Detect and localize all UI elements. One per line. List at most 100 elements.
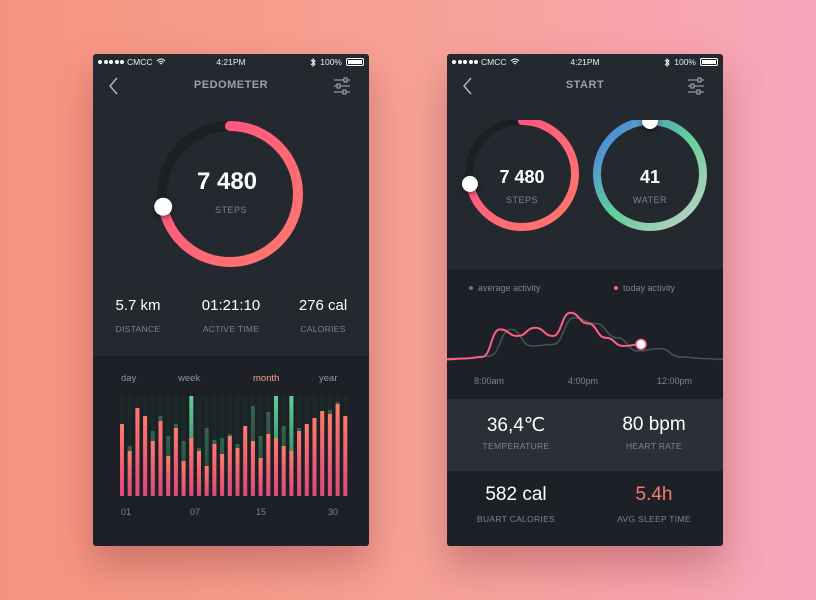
pedometer-screen: CMCC 4:21PM 100% PEDOMETER 7 480 STEPS 5… [93, 54, 369, 546]
bar[interactable] [297, 431, 302, 496]
bar-highlight [204, 428, 209, 496]
bar[interactable] [204, 466, 209, 496]
bar[interactable] [235, 448, 240, 496]
battery-percent: 100% [674, 57, 696, 67]
page-title: PEDOMETER [193, 79, 269, 91]
bar[interactable] [281, 446, 286, 496]
wifi-icon [156, 58, 165, 65]
water-value: 41 [639, 167, 661, 187]
carrier: CMCC [127, 57, 153, 67]
carrier: CMCC [481, 57, 507, 67]
steps-label: STEPS [214, 205, 247, 215]
legend-average-label: average activity [478, 283, 541, 293]
calories-label: CALORIES [300, 324, 346, 334]
filter-settings-button[interactable] [687, 76, 705, 96]
start-screen: CMCC 4:21PM 100% START [447, 54, 723, 546]
filter-settings-button[interactable] [333, 76, 351, 96]
monthly-steps-bar-chart [120, 396, 348, 496]
bluetooth-icon [664, 57, 670, 67]
legend-dot-today [614, 286, 618, 290]
summary-rings [461, 120, 707, 231]
energy-panel: 582 cal BUART CALORIES 5.4h AVG SLEEP TI… [447, 471, 723, 546]
today-current-point[interactable] [635, 338, 647, 351]
water-label: WATER [633, 195, 667, 205]
bar[interactable] [258, 458, 263, 496]
calories-label: BUART CALORIES [476, 514, 556, 524]
status-time: 4:21PM [216, 57, 246, 67]
bar[interactable] [197, 451, 201, 496]
page-title: START [565, 79, 605, 91]
bar[interactable] [274, 438, 278, 496]
wifi-icon [510, 58, 519, 65]
bar[interactable] [189, 438, 194, 496]
bar[interactable] [243, 426, 248, 496]
tab-week[interactable]: week [178, 373, 201, 384]
heart-rate-label: HEART RATE [626, 441, 682, 451]
signal-icon [452, 60, 478, 64]
legend-today: today activity [614, 283, 675, 293]
bar[interactable] [212, 444, 217, 496]
back-button[interactable] [107, 76, 123, 96]
navbar: START [447, 76, 723, 98]
tab-month[interactable]: month [253, 373, 280, 384]
bar[interactable] [158, 421, 163, 496]
bar[interactable] [327, 414, 332, 496]
bar[interactable] [304, 424, 309, 496]
calories-value: 582 cal [485, 484, 547, 505]
temperature-label: TEMPERATURE [482, 441, 550, 451]
heart-rate-value: 80 bpm [622, 414, 686, 435]
activity-chart-panel: day week month year 01 07 15 30 [93, 356, 369, 546]
bar[interactable] [150, 441, 155, 496]
active-time-value: 01:21:10 [201, 297, 261, 314]
x-tick-30: 30 [328, 507, 339, 517]
water-ring-knob[interactable] [642, 120, 658, 129]
time-4pm: 4:00pm [568, 376, 599, 386]
steps-ring-knob[interactable] [461, 175, 478, 192]
bar[interactable] [135, 408, 140, 496]
temperature-value: 36,4℃ [486, 415, 546, 436]
steps-ring-knob[interactable] [154, 197, 173, 216]
time-12pm: 12:00pm [657, 376, 693, 386]
sleep-time-value: 5.4h [635, 484, 673, 505]
steps-value: 7 480 [196, 168, 258, 195]
battery-icon [700, 58, 718, 66]
sleep-time-label: AVG SLEEP TIME [617, 514, 691, 524]
bar[interactable] [312, 418, 317, 496]
back-button[interactable] [461, 76, 477, 96]
distance-value: 5.7 km [115, 297, 161, 314]
bar[interactable] [173, 428, 178, 496]
bar[interactable] [220, 454, 225, 496]
x-tick-15: 15 [256, 507, 267, 517]
bar[interactable] [266, 434, 271, 496]
bar[interactable] [227, 436, 232, 496]
bar[interactable] [127, 451, 132, 496]
series-today-line [447, 311, 642, 361]
battery-icon [346, 58, 364, 66]
bar[interactable] [166, 456, 171, 496]
steps-value: 7 480 [499, 167, 545, 187]
status-bar: CMCC 4:21PM 100% [93, 54, 369, 70]
tab-day[interactable]: day [121, 373, 137, 384]
bar[interactable] [335, 404, 340, 496]
steps-ring-progress [465, 120, 579, 231]
status-bar: CMCC 4:21PM 100% [447, 54, 723, 70]
bar[interactable] [320, 411, 325, 496]
bar[interactable] [143, 416, 148, 496]
time-8am: 8:00am [474, 376, 505, 386]
tab-year[interactable]: year [319, 373, 338, 384]
bar[interactable] [343, 416, 348, 496]
bar[interactable] [181, 461, 186, 496]
steps-ring-progress [157, 121, 303, 267]
bar[interactable] [250, 441, 255, 496]
bar[interactable] [289, 451, 294, 496]
steps-ring [154, 121, 303, 267]
legend-dot-average [469, 286, 473, 290]
bluetooth-icon [310, 57, 316, 67]
bar-highlight [289, 396, 294, 496]
calories-value: 276 cal [298, 297, 348, 314]
x-tick-01: 01 [121, 507, 132, 517]
battery-percent: 100% [320, 57, 342, 67]
legend-today-label: today activity [623, 283, 676, 293]
bar[interactable] [120, 424, 124, 496]
series-average-line [447, 316, 723, 361]
